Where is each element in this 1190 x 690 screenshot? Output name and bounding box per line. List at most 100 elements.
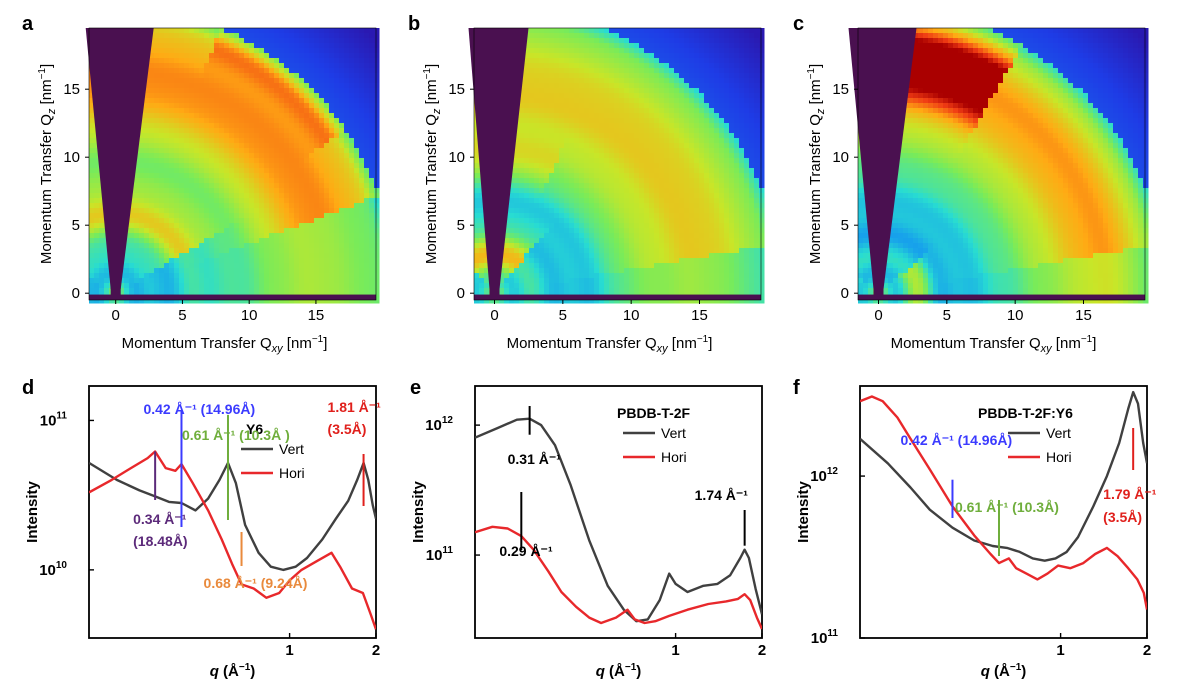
heatmap-cell <box>619 138 625 144</box>
heatmap-cell <box>639 118 645 124</box>
heatmap-cell <box>539 58 545 64</box>
heatmap-cell <box>334 263 340 269</box>
heatmap-cell <box>194 128 200 134</box>
heatmap-cell <box>194 43 200 49</box>
heatmap-cell <box>349 248 355 254</box>
heatmap-cell <box>204 168 210 174</box>
heatmap-cell <box>659 58 665 64</box>
heatmap-cell <box>714 88 720 94</box>
heatmap-cell <box>709 73 715 79</box>
heatmap-cell <box>539 178 545 184</box>
heatmap-cell <box>524 143 530 149</box>
heatmap-cell <box>654 168 660 174</box>
heatmap-cell <box>219 33 225 39</box>
heatmap-cell <box>224 288 230 294</box>
heatmap-cell <box>739 103 745 109</box>
heatmap-cell <box>284 43 290 49</box>
heatmap-cell <box>554 163 560 169</box>
heatmap-cell <box>609 73 615 79</box>
heatmap-cell <box>174 133 180 139</box>
heatmap-cell <box>589 158 595 164</box>
heatmap-cell <box>339 103 345 109</box>
heatmap-cell <box>89 138 95 144</box>
heatmap-cell <box>544 73 550 79</box>
heatmap-cell <box>299 258 305 264</box>
heatmap-cell <box>364 193 370 199</box>
heatmap-cell <box>354 273 360 279</box>
heatmap-cell <box>174 263 180 269</box>
heatmap-cell <box>304 118 310 124</box>
heatmap-cell <box>664 38 670 44</box>
heatmap-cell <box>374 103 380 109</box>
heatmap-cell <box>759 83 765 89</box>
heatmap-cell <box>659 93 665 99</box>
heatmap-cell <box>284 148 290 154</box>
heatmap-cell <box>189 48 195 54</box>
heatmap-cell <box>234 128 240 134</box>
heatmap-cell <box>359 98 365 104</box>
heatmap-cell <box>189 123 195 129</box>
heatmap-cell <box>179 248 185 254</box>
heatmap-cell <box>589 123 595 129</box>
heatmap-cell <box>199 193 205 199</box>
heatmap-cell <box>279 283 285 289</box>
heatmap-cell <box>294 208 300 214</box>
heatmap-cell <box>624 43 630 49</box>
heatmap-cell <box>259 33 265 39</box>
heatmap-cell <box>564 63 570 69</box>
heatmap-cell <box>649 78 655 84</box>
heatmap-cell <box>219 48 225 54</box>
heatmap-cell <box>284 123 290 129</box>
heatmap-cell <box>324 133 330 139</box>
heatmap-cell <box>164 208 170 214</box>
heatmap-cell <box>649 118 655 124</box>
heatmap-cell <box>99 228 105 234</box>
heatmap-cell <box>219 43 225 49</box>
heatmap-cell <box>304 43 310 49</box>
heatmap-cell <box>574 178 580 184</box>
heatmap-cell <box>584 173 590 179</box>
heatmap-cell <box>189 198 195 204</box>
heatmap-cell <box>344 133 350 139</box>
heatmap-cell <box>364 283 370 289</box>
heatmap-cell <box>254 78 260 84</box>
heatmap-cell <box>349 133 355 139</box>
heatmap-cell <box>739 88 745 94</box>
heatmap-cell <box>319 163 325 169</box>
heatmap-cell <box>224 108 230 114</box>
heatmap-cell <box>554 103 560 109</box>
heatmap-cell <box>224 223 230 229</box>
heatmap-cell <box>539 98 545 104</box>
heatmap-cell <box>254 248 260 254</box>
heatmap-cell <box>199 268 205 274</box>
heatmap-cell <box>144 153 150 159</box>
heatmap-cell <box>474 163 480 169</box>
heatmap-cell <box>174 143 180 149</box>
heatmap-cell <box>724 53 730 59</box>
heatmap-cell <box>309 263 315 269</box>
heatmap-cell <box>174 163 180 169</box>
heatmap-cell <box>369 108 375 114</box>
heatmap-cell <box>349 68 355 74</box>
heatmap-cell <box>544 38 550 44</box>
heatmap-cell <box>639 108 645 114</box>
heatmap-cell <box>694 108 700 114</box>
heatmap-cell <box>159 43 165 49</box>
heatmap-cell <box>289 153 295 159</box>
heatmap-cell <box>594 103 600 109</box>
heatmap-cell <box>264 158 270 164</box>
heatmap-cell <box>149 128 155 134</box>
heatmap-cell <box>664 48 670 54</box>
heatmap-cell <box>284 263 290 269</box>
heatmap-cell <box>314 168 320 174</box>
heatmap-cell <box>549 128 555 134</box>
heatmap-cell <box>264 153 270 159</box>
heatmap-cell <box>129 258 135 264</box>
heatmap-cell <box>154 258 160 264</box>
heatmap-cell <box>694 98 700 104</box>
heatmap-cell <box>659 148 665 154</box>
heatmap-cell <box>154 133 160 139</box>
heatmap-cell <box>609 68 615 74</box>
heatmap-cell <box>649 143 655 149</box>
